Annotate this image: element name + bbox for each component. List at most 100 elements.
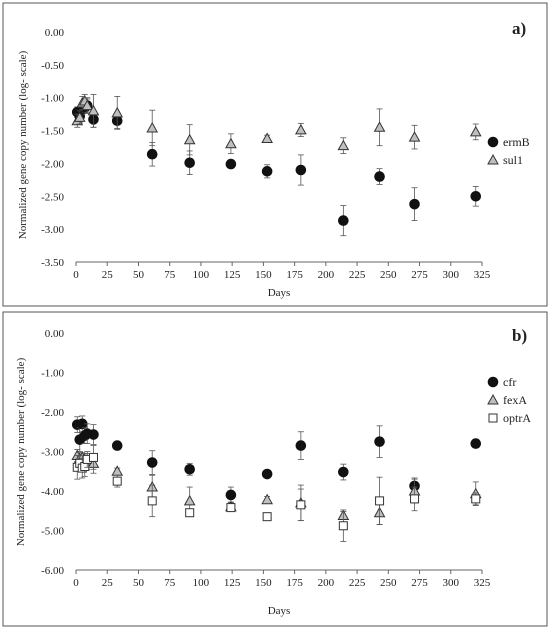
panel-a-point-sul1 — [183, 133, 196, 145]
panel-b-point-cfr — [374, 436, 385, 447]
panel-b-legend-label-cfr: cfr — [503, 375, 516, 389]
panel-b-point-optrA — [296, 500, 306, 510]
panel-a-y-tick-label: -3.00 — [41, 224, 64, 236]
panel-a-x-tick-label: 100 — [193, 269, 210, 281]
panel-b-x-tick-label: 175 — [286, 577, 303, 589]
panel-a-y-axis-title: Normalized gene copy number (log- scale) — [17, 50, 29, 239]
panel-a-legend-marker-ermB — [487, 136, 499, 148]
panel-b-legend-marker-fexA — [487, 393, 499, 405]
panel-a-series-sul1 — [71, 94, 482, 156]
panel-b-y-tick-label: -3.00 — [41, 447, 64, 459]
panel-b-y-tick-label: -2.00 — [41, 407, 64, 419]
panel-b-point-optrA — [338, 521, 348, 531]
panel-b-x-tick-label: 75 — [164, 577, 176, 589]
panel-b-point-fexA — [261, 493, 273, 505]
panel-a-legend-marker-sul1 — [487, 153, 499, 165]
panel-a-point-sul1 — [261, 132, 273, 143]
panel-b-point-fexA — [183, 494, 196, 506]
panel-b-x-tick-label: 100 — [193, 577, 210, 589]
panel-a-y-tick-label: -1.50 — [41, 126, 64, 138]
panel-a-y-tick-label: 0.00 — [45, 27, 65, 39]
panel-a-point-sul1 — [225, 137, 237, 149]
panel-a-point-ermB — [225, 158, 237, 170]
panel-a-y-tick-label: -3.50 — [41, 257, 64, 269]
panel-a-point-ermB — [374, 171, 385, 182]
panel-b-label: b) — [512, 326, 527, 345]
panel-b-legend-marker-optrA — [488, 413, 498, 423]
panel-a-point-ermB — [338, 215, 349, 226]
panel-b-point-cfr — [184, 463, 195, 475]
panel-a-point-sul1 — [81, 99, 94, 111]
panel-b: b) Normalized gene copy number (log- sca… — [2, 311, 548, 627]
panel-a-legend-label-ermB: ermB — [503, 135, 530, 149]
panel-b-series-cfr — [71, 415, 482, 504]
panel-a-x-tick-label: 200 — [318, 269, 335, 281]
panel-a-x-tick-label: 225 — [349, 269, 366, 281]
panel-b-point-cfr — [88, 429, 99, 440]
panel-b-y-tick-label: -1.00 — [41, 368, 64, 380]
panel-b-y-tick-label: -5.00 — [41, 526, 64, 538]
panel-b-point-optrA — [112, 476, 122, 486]
panel-a-border — [2, 2, 548, 307]
panel-a-point-sul1 — [295, 123, 307, 135]
panel-a-point-sul1 — [373, 121, 386, 132]
panel-b-point-cfr — [146, 457, 158, 468]
panel-a-x-tick-label: 125 — [224, 269, 241, 281]
panel-a-y-tick-label: -0.50 — [41, 60, 64, 72]
panel-b-point-optrA — [375, 496, 385, 506]
panel-a-x-tick-label: 250 — [380, 269, 397, 281]
panel-b-point-optrA — [88, 452, 98, 462]
panel-a-x-tick-label: 300 — [443, 269, 460, 281]
panel-b-y-tick-label: -4.00 — [41, 486, 64, 498]
panel-a: a) Normalized gene copy number (log- sca… — [2, 2, 548, 307]
panel-a-point-ermB — [146, 148, 158, 160]
panel-b-x-tick-label: 200 — [318, 577, 335, 589]
panel-a-plot: 0 25 50 75 100 125 150 175 200 225 250 275 300 325 0.0… — [41, 27, 530, 281]
panel-a-point-sul1 — [73, 111, 86, 122]
panel-b-point-cfr — [470, 438, 482, 449]
panel-b-point-cfr — [295, 440, 307, 451]
panel-b-point-optrA — [410, 494, 420, 504]
panel-a-x-axis-title: Days — [268, 287, 291, 299]
panel-b-point-optrA — [147, 496, 157, 506]
panel-b-x-tick-label: 0 — [73, 577, 79, 589]
panel-a-y-tick-label: -2.50 — [41, 191, 64, 203]
panel-b-x-tick-label: 325 — [474, 577, 491, 589]
panel-a-point-ermB — [409, 198, 420, 210]
panel-a-point-sul1 — [146, 121, 159, 133]
panel-b-x-tick-label: 150 — [255, 577, 272, 589]
panel-a-point-ermB — [184, 157, 195, 169]
panel-b-point-cfr — [111, 440, 123, 451]
panel-b-x-tick-label: 25 — [102, 577, 114, 589]
panel-b-x-tick-label: 250 — [380, 577, 397, 589]
panel-a-y-tick-label: -1.00 — [41, 93, 64, 105]
panel-b-x-axis-title: Days — [268, 605, 291, 617]
panel-a-x-tick-label: 75 — [164, 269, 176, 281]
panel-a-x-tick-label: 50 — [133, 269, 145, 281]
panel-a-point-ermB — [261, 166, 273, 177]
panel-b-point-optrA — [226, 503, 236, 513]
panel-a-x-tick-label: 275 — [411, 269, 428, 281]
panel-a-point-ermB — [295, 164, 307, 176]
panel-b-x-tick-label: 50 — [133, 577, 145, 589]
panel-a-point-sul1 — [337, 139, 350, 151]
panel-a-x-tick-label: 325 — [474, 269, 491, 281]
panel-b-point-optrA — [262, 512, 272, 522]
panel-b-series-optrA — [72, 445, 481, 542]
panel-b-x-tick-label: 125 — [224, 577, 241, 589]
panel-b-point-optrA — [185, 508, 195, 518]
panel-a-x-tick-label: 150 — [255, 269, 272, 281]
panel-a-x-tick-label: 25 — [102, 269, 114, 281]
panel-b-legend-marker-cfr — [487, 376, 499, 388]
panel-a-label: a) — [512, 19, 526, 38]
panel-b-y-tick-label: 0.00 — [45, 328, 65, 340]
panel-a-point-ermB — [470, 190, 482, 202]
panel-b-point-cfr — [261, 468, 273, 480]
panel-a-point-sul1 — [469, 125, 482, 137]
panel-a-y-tick-label: -2.00 — [41, 158, 64, 170]
panel-a-x-tick-label: 0 — [73, 269, 79, 281]
panel-b-legend-label-fexA: fexA — [503, 393, 527, 407]
panel-a-point-sul1 — [87, 104, 100, 116]
panel-a-point-sul1 — [111, 106, 124, 118]
panel-b-y-axis-title: Normalized gene copy number (log- scale) — [15, 357, 27, 546]
